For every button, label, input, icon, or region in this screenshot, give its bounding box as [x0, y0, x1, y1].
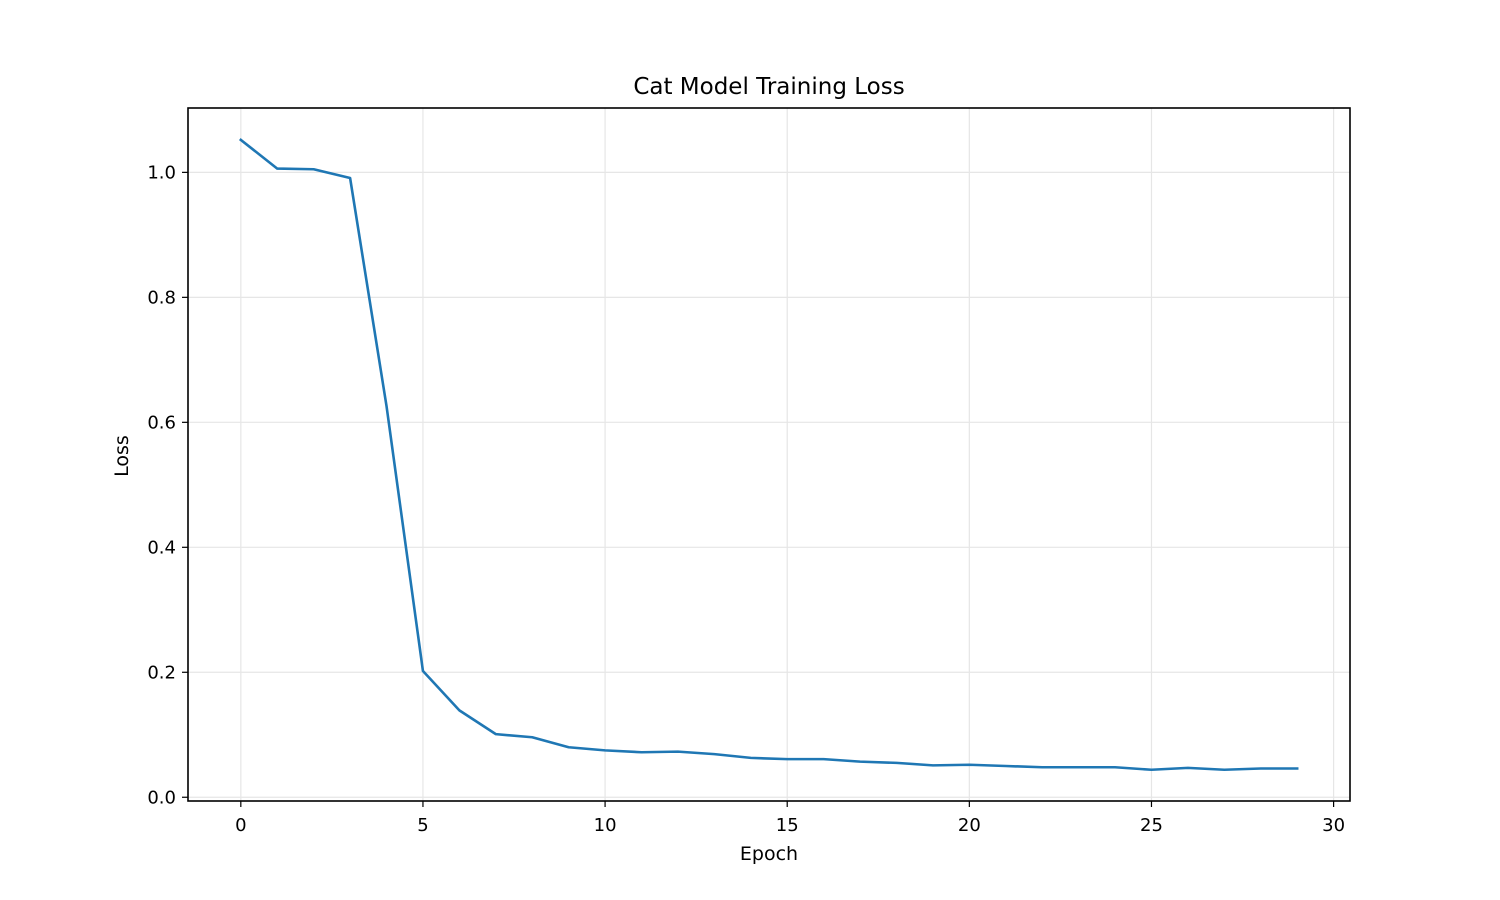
x-tick-label: 30 — [1322, 815, 1345, 836]
x-tick-label: 20 — [958, 815, 981, 836]
y-tick-label: 0.2 — [147, 662, 176, 683]
x-axis-ticks: 0 5 10 15 20 25 30 — [235, 801, 1345, 836]
x-tick-label: 25 — [1140, 815, 1163, 836]
x-tick-label: 5 — [417, 815, 428, 836]
y-tick-label: 0.4 — [147, 537, 176, 558]
x-tick-label: 15 — [776, 815, 799, 836]
training-loss-line — [238, 138, 1299, 772]
x-tick-label: 0 — [235, 815, 246, 836]
grid-layer — [188, 108, 1350, 801]
y-tick-label: 0.0 — [147, 787, 176, 808]
y-axis-ticks: 0.0 0.2 0.4 0.6 0.8 1.0 — [147, 162, 188, 808]
x-tick-label: 10 — [594, 815, 617, 836]
y-tick-label: 1.0 — [147, 162, 176, 183]
x-axis-label: Epoch — [740, 843, 798, 865]
y-tick-label: 0.6 — [147, 412, 176, 433]
plot-area-frame — [187, 107, 1351, 802]
y-axis-label: Loss — [111, 435, 133, 477]
chart-title: Cat Model Training Loss — [633, 74, 904, 100]
series-layer — [238, 138, 1299, 772]
y-tick-label: 0.8 — [147, 287, 176, 308]
